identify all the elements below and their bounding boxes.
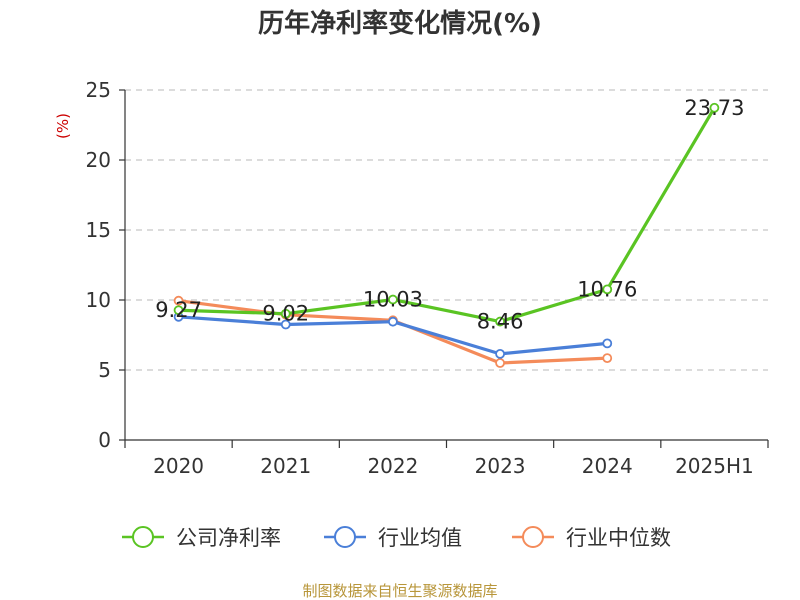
x-tick-label: 2020 (153, 454, 204, 478)
data-point (173, 305, 184, 316)
legend-marker (522, 526, 544, 548)
legend-item-0[interactable]: 公司净利率 (122, 526, 281, 550)
legend-label: 行业中位数 (566, 526, 671, 550)
chart-title: 历年净利率变化情况(%) (258, 8, 542, 39)
data-point (495, 316, 505, 327)
data-point (495, 348, 505, 359)
data-point (602, 353, 613, 364)
series-layer (173, 102, 720, 368)
legend: 公司净利率 行业均值 行业中位数 (122, 526, 671, 550)
data-point (388, 316, 398, 327)
legend-label: 行业均值 (378, 526, 462, 550)
grid-lines (125, 89, 768, 371)
axes: 0 5 10 15 20 25 2020 2021 2022 2023 2024 2025H1 (86, 78, 769, 478)
y-tick-label: 15 (86, 218, 111, 242)
data-label: 9.27 (155, 298, 202, 322)
legend-item-1[interactable]: 行业均值 (324, 526, 462, 550)
x-tick-label: 2022 (367, 454, 418, 478)
series-line (178, 106, 716, 324)
data-labels: 9.27 9.02 10.03 8.46 10.76 23.73 (155, 96, 744, 334)
data-point (709, 102, 720, 113)
data-point (280, 319, 291, 330)
legend-label: 公司净利率 (176, 526, 281, 550)
legend-marker (132, 526, 154, 548)
x-tick-label: 2025H1 (675, 454, 754, 478)
data-point (602, 338, 613, 349)
data-point (495, 358, 505, 368)
y-tick-label: 10 (86, 288, 111, 312)
data-label: 9.02 (262, 302, 309, 326)
data-label: 8.46 (477, 310, 524, 334)
x-tick-label: 2023 (475, 454, 526, 478)
data-label: 10.76 (577, 277, 637, 301)
data-point (173, 295, 184, 306)
y-tick-label: 25 (86, 78, 111, 102)
x-tick-label: 2024 (582, 454, 633, 478)
data-label: 23.73 (684, 96, 744, 120)
series-0 (173, 102, 720, 327)
y-tick-label: 5 (98, 358, 111, 382)
legend-marker (334, 526, 356, 548)
y-tick-label: 20 (86, 148, 111, 172)
data-label: 10.03 (363, 288, 423, 312)
data-point (280, 308, 291, 319)
series-1 (173, 311, 613, 359)
source-note: 制图数据来自恒生聚源数据库 (302, 582, 497, 600)
y-tick-label: 0 (98, 428, 111, 452)
data-point (388, 294, 398, 305)
data-point (602, 284, 613, 295)
y-axis-label: (%) (54, 113, 72, 139)
x-tick-label: 2021 (260, 454, 311, 478)
legend-item-2[interactable]: 行业中位数 (512, 526, 671, 550)
